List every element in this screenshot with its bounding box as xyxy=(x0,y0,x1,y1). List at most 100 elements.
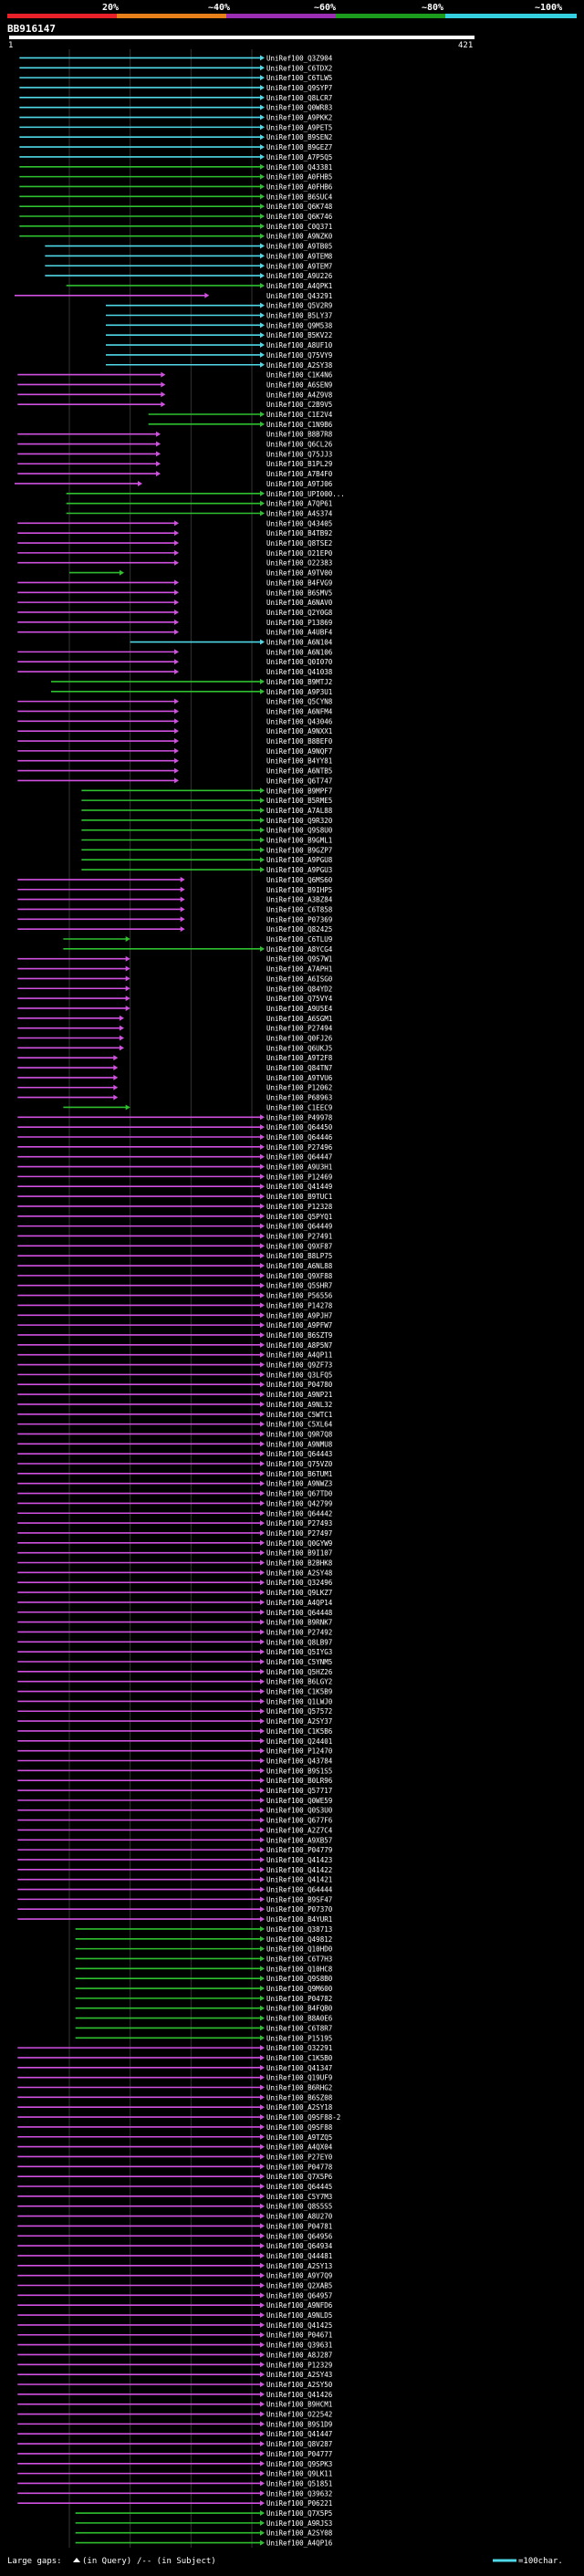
hit-label[interactable]: UniRef100_A9U3H1 xyxy=(266,1163,332,1172)
hit-label[interactable]: UniRef100_A4Z9V8 xyxy=(266,391,333,399)
hit-label[interactable]: UniRef100_A9Y7Q9 xyxy=(266,2272,332,2280)
hit-label[interactable]: UniRef100_P12470 xyxy=(266,1747,333,1756)
hit-label[interactable]: UniRef100_A8YCG4 xyxy=(266,945,333,954)
hit-label[interactable]: UniRef100_A2SY13 xyxy=(266,2262,332,2270)
hit-label[interactable]: UniRef100_Q64446 xyxy=(266,1133,333,1142)
hit-label[interactable]: UniRef100_Q8LB97 xyxy=(266,1638,332,1646)
hit-label[interactable]: UniRef100_A9NL32 xyxy=(266,1401,332,1409)
hit-label[interactable]: UniRef100_P14278 xyxy=(266,1301,333,1309)
hit-label[interactable]: UniRef100_A9U5E4 xyxy=(266,1005,333,1013)
hit-label[interactable]: UniRef100_A4S374 xyxy=(266,509,333,517)
hit-label[interactable]: UniRef100_B9RNK7 xyxy=(266,1619,332,1627)
hit-label[interactable]: UniRef100_A6SGM1 xyxy=(266,1015,332,1023)
hit-label[interactable]: UniRef100_B4FQB0 xyxy=(266,2005,333,2013)
hit-label[interactable]: UniRef100_Q8LCR7 xyxy=(266,94,332,102)
hit-label[interactable]: UniRef100_P04779 xyxy=(266,1846,332,1854)
hit-label[interactable]: UniRef100_Q64956 xyxy=(266,2232,333,2240)
hit-label[interactable]: UniRef100_A8U270 xyxy=(266,2213,333,2221)
hit-label[interactable]: UniRef100_Q3LFQ5 xyxy=(266,1371,332,1379)
hit-label[interactable]: UniRef100_P12469 xyxy=(266,1173,332,1181)
hit-label[interactable]: UniRef100_P27493 xyxy=(266,1519,332,1528)
hit-label[interactable]: UniRef100_C1K4N6 xyxy=(266,371,333,380)
hit-label[interactable]: UniRef100_P27491 xyxy=(266,1232,332,1240)
hit-label[interactable]: UniRef100_A0FHB5 xyxy=(266,173,332,182)
hit-label[interactable]: UniRef100_A9NQF7 xyxy=(266,747,332,756)
hit-label[interactable]: UniRef100_P27496 xyxy=(266,1143,333,1152)
hit-label[interactable]: UniRef100_O22383 xyxy=(266,559,332,568)
hit-label[interactable]: UniRef100_Q41347 xyxy=(266,2064,332,2072)
hit-label[interactable]: UniRef100_Q0WE59 xyxy=(266,1797,332,1805)
hit-label[interactable]: UniRef100_A6NL88 xyxy=(266,1262,333,1270)
hit-label[interactable]: UniRef100_A0FHB6 xyxy=(266,183,333,191)
hit-label[interactable]: UniRef100_A4QP16 xyxy=(266,2539,333,2548)
hit-label[interactable]: UniRef100_Q3Z904 xyxy=(266,54,333,62)
hit-label[interactable]: UniRef100_A9NXX1 xyxy=(266,727,332,735)
hit-label[interactable]: UniRef100_Q64449 xyxy=(266,1223,332,1231)
hit-label[interactable]: UniRef100_Q6CL26 xyxy=(266,441,333,449)
hit-label[interactable]: UniRef100_A9PKK2 xyxy=(266,114,332,122)
hit-label[interactable]: UniRef100_Q42799 xyxy=(266,1499,332,1507)
hit-label[interactable]: UniRef100_P13869 xyxy=(266,619,332,627)
hit-label[interactable]: UniRef100_Q57717 xyxy=(266,1787,332,1795)
hit-label[interactable]: UniRef100_Q6K746 xyxy=(266,213,333,221)
hit-label[interactable]: UniRef100_Q82425 xyxy=(266,925,332,933)
hit-label[interactable]: UniRef100_Q9SF88 xyxy=(266,2123,333,2132)
hit-label[interactable]: UniRef100_Q43784 xyxy=(266,1757,333,1765)
hit-label[interactable]: UniRef100_B9GML1 xyxy=(266,837,332,845)
hit-label[interactable]: UniRef100_Q39631 xyxy=(266,2341,332,2350)
hit-label[interactable]: UniRef100_Q64934 xyxy=(266,2242,333,2250)
hit-label[interactable]: UniRef100_A8J287 xyxy=(266,2351,332,2359)
hit-label[interactable]: UniRef100_Q9LKZ7 xyxy=(266,1589,332,1597)
hit-label[interactable]: UniRef100_Q9M600 xyxy=(266,1985,333,1993)
hit-label[interactable]: UniRef100_A9TJ06 xyxy=(266,480,333,488)
hit-label[interactable]: UniRef100_Q6T747 xyxy=(266,777,332,785)
hit-label[interactable]: UniRef100_Q19UF9 xyxy=(266,2074,332,2082)
hit-label[interactable]: UniRef100_B5LY37 xyxy=(266,312,332,320)
hit-label[interactable]: UniRef100_Q51851 xyxy=(266,2479,332,2487)
hit-label[interactable]: UniRef100_B9HCM1 xyxy=(266,2401,332,2409)
hit-label[interactable]: UniRef100_C6TLW5 xyxy=(266,74,332,82)
hit-label[interactable]: UniRef100_B6LGY2 xyxy=(266,1678,332,1686)
hit-label[interactable]: UniRef100_Q24401 xyxy=(266,1737,332,1746)
hit-label[interactable]: UniRef100_P27494 xyxy=(266,1025,333,1033)
hit-label[interactable]: UniRef100_B5RME5 xyxy=(266,797,332,805)
hit-label[interactable]: UniRef100_P12329 xyxy=(266,2361,332,2369)
hit-label[interactable]: UniRef100_B9MPF7 xyxy=(266,787,332,795)
hit-label[interactable]: UniRef100_A9TEM7 xyxy=(266,262,332,270)
hit-label[interactable]: UniRef100_B9S1S5 xyxy=(266,1767,332,1775)
hit-label[interactable]: UniRef100_A2SY08 xyxy=(266,2529,333,2538)
hit-label[interactable]: UniRef100_A9T2F8 xyxy=(266,1054,333,1062)
hit-label[interactable]: UniRef100_P27497 xyxy=(266,1529,332,1538)
hit-label[interactable]: UniRef100_A9PFW7 xyxy=(266,1321,332,1330)
hit-label[interactable]: UniRef100_Q57572 xyxy=(266,1707,332,1716)
hit-label[interactable]: UniRef100_O21EP0 xyxy=(266,549,333,558)
hit-label[interactable]: UniRef100_Q9R320 xyxy=(266,817,333,825)
hit-label[interactable]: UniRef100_Q0S3U0 xyxy=(266,1807,333,1815)
hit-label[interactable]: UniRef100_A6N104 xyxy=(266,639,333,647)
hit-label[interactable]: UniRef100_Q43381 xyxy=(266,163,332,172)
hit-label[interactable]: UniRef100_B9SF47 xyxy=(266,1895,332,1903)
hit-label[interactable]: UniRef100_A9TVU6 xyxy=(266,1074,333,1082)
hit-label[interactable]: UniRef100_Q9S8U0 xyxy=(266,827,333,835)
hit-label[interactable]: UniRef100_Q5SHR7 xyxy=(266,1282,332,1290)
hit-label[interactable]: UniRef100_B4FVG9 xyxy=(266,579,332,587)
hit-label[interactable]: UniRef100_Q9LK11 xyxy=(266,2470,332,2478)
hit-label[interactable]: UniRef100_A9PJH7 xyxy=(266,1311,332,1319)
hit-label[interactable]: UniRef100_Q64444 xyxy=(266,1886,333,1894)
hit-label[interactable]: UniRef100_A4QP14 xyxy=(266,1599,333,1607)
hit-label[interactable]: UniRef100_A7APH1 xyxy=(266,965,332,974)
hit-label[interactable]: UniRef100_Q9S8B0 xyxy=(266,1975,333,1983)
hit-label[interactable]: UniRef100_Q41426 xyxy=(266,2391,333,2399)
hit-label[interactable]: UniRef100_B4TB92 xyxy=(266,529,332,537)
hit-label[interactable]: UniRef100_B9MTJ2 xyxy=(266,678,332,686)
hit-label[interactable]: UniRef100_Q9SPK3 xyxy=(266,2460,332,2468)
hit-label[interactable]: UniRef100_C5YNM5 xyxy=(266,1658,332,1666)
hit-label[interactable]: UniRef100_B8LP75 xyxy=(266,1252,332,1260)
hit-label[interactable]: UniRef100_A9NMU8 xyxy=(266,1440,333,1448)
hit-label[interactable]: UniRef100_C6T8R7 xyxy=(266,2024,332,2032)
hit-label[interactable]: UniRef100_Q9SF88-2 xyxy=(266,2113,340,2122)
hit-label[interactable]: UniRef100_C1K5B0 xyxy=(266,2054,333,2062)
hit-label[interactable]: UniRef100_P04782 xyxy=(266,1995,332,2003)
hit-label[interactable]: UniRef100_Q41447 xyxy=(266,2430,332,2438)
hit-label[interactable]: UniRef100_A9NZK0 xyxy=(266,233,333,241)
